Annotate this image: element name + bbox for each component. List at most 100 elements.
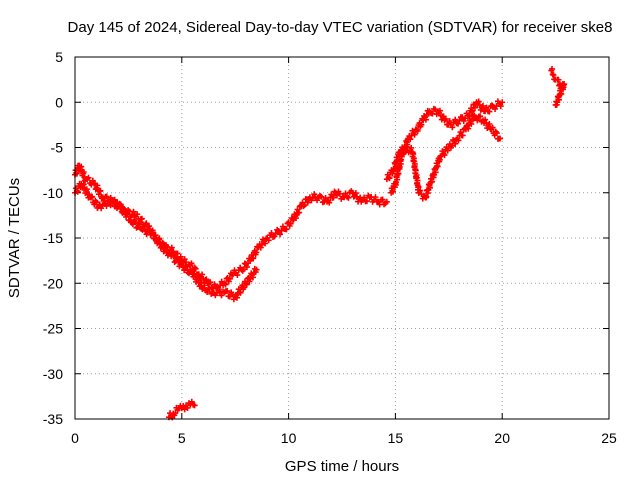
data-point xyxy=(486,108,493,115)
data-point xyxy=(301,202,308,209)
data-point xyxy=(336,190,343,197)
y-tick-label: -5 xyxy=(51,140,64,156)
data-point xyxy=(172,410,179,417)
data-point xyxy=(283,226,290,233)
data-point xyxy=(156,236,163,243)
data-point xyxy=(407,136,414,143)
data-point xyxy=(262,240,269,247)
data-point xyxy=(497,103,504,110)
data-point xyxy=(215,286,222,293)
data-point xyxy=(292,215,299,222)
data-point xyxy=(135,220,142,227)
data-point xyxy=(446,118,453,125)
y-tick-label: -15 xyxy=(43,230,63,246)
data-point xyxy=(140,223,147,230)
data-point xyxy=(257,244,264,251)
data-point xyxy=(243,281,250,288)
data-point xyxy=(97,187,104,194)
data-point xyxy=(455,120,462,127)
y-tick-label: 5 xyxy=(55,49,63,65)
data-point xyxy=(233,294,240,301)
grid-lines xyxy=(75,57,609,419)
data-point xyxy=(372,194,379,201)
data-point xyxy=(429,178,436,185)
data-point xyxy=(181,267,188,274)
data-point xyxy=(475,98,482,105)
y-axis-label: SDTVAR / TECUs xyxy=(6,178,23,298)
data-point xyxy=(417,187,424,194)
data-point xyxy=(253,249,260,256)
data-point xyxy=(253,266,260,273)
data-point xyxy=(394,157,401,164)
data-point xyxy=(85,174,92,181)
data-point xyxy=(415,183,422,190)
data-point xyxy=(277,231,284,238)
data-point xyxy=(250,274,256,281)
data-point xyxy=(188,260,195,267)
data-point xyxy=(152,232,159,239)
x-tick-label: 20 xyxy=(494,430,510,446)
data-point xyxy=(250,255,257,262)
data-point xyxy=(401,147,408,154)
data-point xyxy=(395,170,402,177)
data-point xyxy=(300,203,307,210)
data-point xyxy=(486,121,493,128)
data-point xyxy=(457,129,464,136)
data-point xyxy=(177,253,184,260)
data-point xyxy=(330,194,337,201)
y-tick-label: 0 xyxy=(55,94,63,110)
data-point xyxy=(482,116,489,123)
data-point xyxy=(80,168,87,175)
data-point xyxy=(83,186,90,193)
data-point xyxy=(218,292,225,299)
data-point xyxy=(489,124,496,131)
data-point xyxy=(203,276,210,283)
axis-ticks: 0 5 10 15 20 25 5 0 -5 -10 -15 -20 -25 -30 -35 xyxy=(43,49,617,446)
data-point xyxy=(138,215,145,222)
data-point xyxy=(88,194,95,201)
y-tick-label: -35 xyxy=(43,411,63,427)
data-point xyxy=(121,205,128,212)
data-point xyxy=(117,201,124,208)
data-point xyxy=(468,120,475,127)
data-point xyxy=(441,152,448,159)
data-point xyxy=(452,140,459,147)
data-point xyxy=(492,106,499,113)
data-point xyxy=(134,211,141,218)
data-point xyxy=(224,287,231,294)
data-point xyxy=(411,160,418,167)
y-tick-label: -20 xyxy=(43,275,63,291)
data-point xyxy=(184,404,191,411)
y-tick-label: -25 xyxy=(43,321,63,337)
x-tick-label: 15 xyxy=(388,430,404,446)
data-point xyxy=(422,116,429,123)
data-point xyxy=(361,194,368,201)
data-point xyxy=(170,253,177,260)
data-point xyxy=(206,285,213,292)
data-point xyxy=(386,175,393,182)
data-point xyxy=(98,205,105,212)
data-point xyxy=(444,147,451,154)
chart-title: Day 145 of 2024, Sidereal Day-to-day VTE… xyxy=(68,19,613,36)
x-tick-label: 0 xyxy=(71,430,79,446)
data-point xyxy=(201,282,208,289)
data-point xyxy=(165,248,172,255)
data-point xyxy=(442,115,449,122)
data-point xyxy=(110,198,117,205)
x-tick-label: 10 xyxy=(281,430,297,446)
data-point xyxy=(555,76,562,83)
data-point xyxy=(459,132,466,139)
data-point xyxy=(493,130,500,137)
data-point xyxy=(379,196,386,203)
data-point xyxy=(342,190,349,197)
data-point xyxy=(552,101,559,108)
data-point xyxy=(345,194,352,201)
data-point xyxy=(89,193,96,200)
x-tick-label: 5 xyxy=(178,430,186,446)
data-point xyxy=(199,271,206,278)
data-point xyxy=(107,202,114,209)
data-point xyxy=(162,244,169,251)
data-point xyxy=(455,137,462,144)
data-point xyxy=(449,124,456,131)
data-point xyxy=(287,220,294,227)
